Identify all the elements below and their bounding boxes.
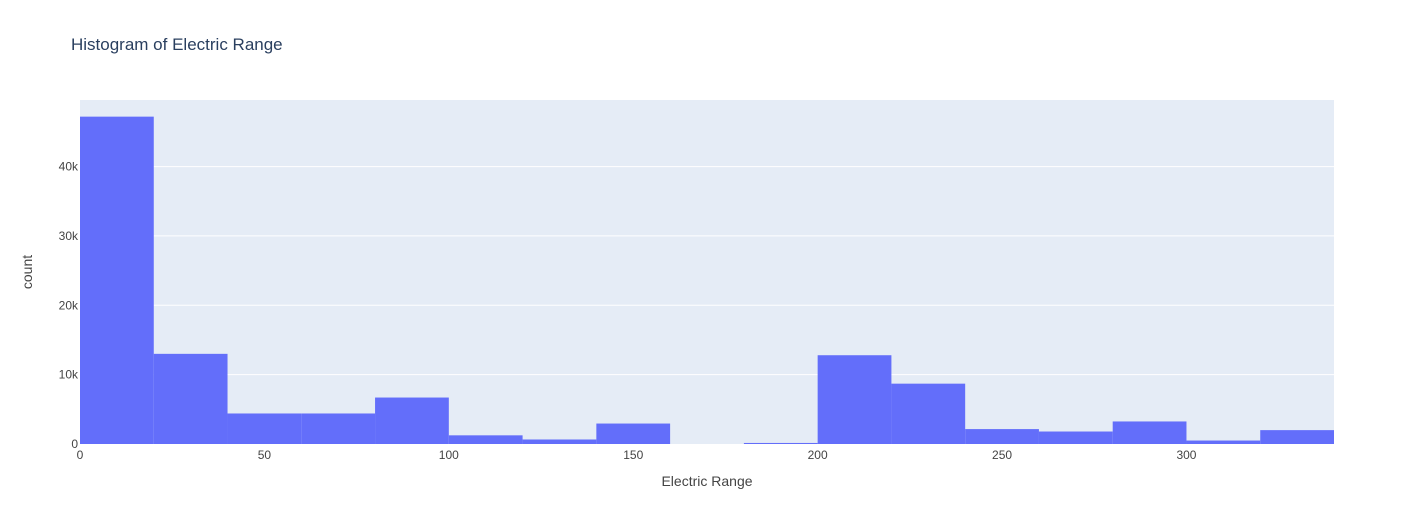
y-tick-label: 10k — [59, 368, 79, 382]
histogram-bar[interactable] — [301, 413, 376, 444]
histogram-bar[interactable] — [522, 439, 597, 444]
histogram-bar[interactable] — [965, 429, 1039, 444]
x-tick-label: 200 — [808, 448, 828, 462]
x-axis-title: Electric Range — [661, 473, 752, 489]
histogram-bar[interactable] — [375, 397, 449, 444]
histogram-bar[interactable] — [891, 383, 966, 444]
chart-title: Histogram of Electric Range — [71, 35, 283, 54]
y-tick-label: 0 — [71, 437, 78, 451]
x-tick-label: 150 — [623, 448, 643, 462]
y-tick-label: 20k — [59, 298, 79, 312]
x-tick-label: 50 — [258, 448, 272, 462]
x-tick-label: 250 — [992, 448, 1012, 462]
y-axis-title: count — [19, 255, 35, 289]
histogram-bar[interactable] — [80, 116, 154, 444]
histogram-bar[interactable] — [1186, 440, 1261, 444]
histogram-bar[interactable] — [596, 423, 671, 444]
histogram-bar[interactable] — [448, 435, 523, 444]
x-tick-label: 0 — [77, 448, 84, 462]
histogram-bar[interactable] — [1112, 421, 1187, 444]
x-tick-label: 300 — [1176, 448, 1196, 462]
y-tick-label: 40k — [59, 160, 79, 174]
y-tick-label: 30k — [59, 229, 79, 243]
histogram-bar[interactable] — [1260, 430, 1334, 444]
histogram-bar[interactable] — [817, 355, 892, 444]
histogram-bar[interactable] — [743, 442, 818, 444]
x-tick-label: 100 — [439, 448, 459, 462]
histogram-bar[interactable] — [153, 353, 228, 444]
histogram-bar[interactable] — [227, 413, 302, 444]
plot-background — [80, 100, 1334, 444]
histogram-bar[interactable] — [1038, 431, 1113, 444]
